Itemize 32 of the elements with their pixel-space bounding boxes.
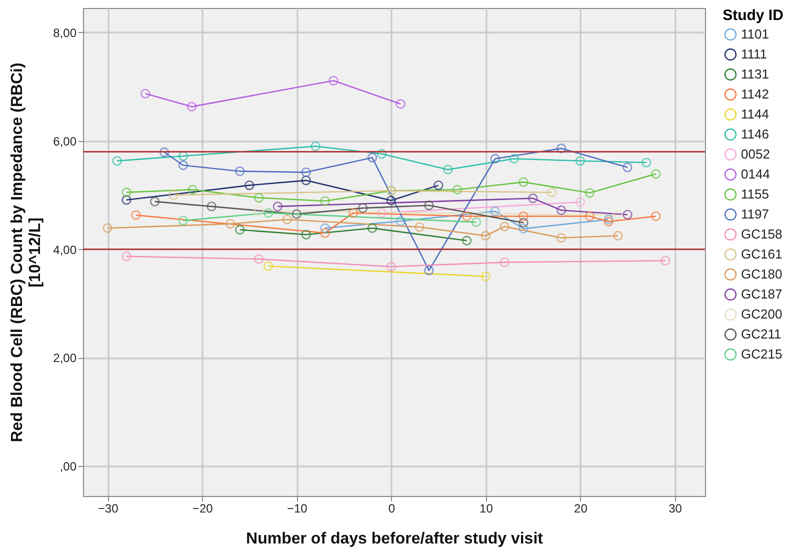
y-tick-label: 2,00 — [53, 351, 77, 366]
y-tick-label: ,00 — [60, 460, 77, 474]
legend-label: 1197 — [741, 206, 769, 222]
legend-label: 1131 — [741, 66, 769, 82]
y-tick-label: 4,00 — [53, 242, 77, 257]
legend-label: 1101 — [741, 26, 769, 42]
legend-title: Study ID — [722, 7, 784, 24]
legend-label: 1144 — [741, 106, 769, 122]
legend-label: GC187 — [741, 286, 782, 302]
legend-label: 1146 — [741, 126, 769, 142]
x-axis-title: Number of days before/after study visit — [246, 530, 544, 548]
x-tick-label: 20 — [574, 502, 588, 516]
legend-label: GC215 — [741, 346, 782, 362]
legend-label: GC158 — [741, 226, 782, 242]
x-tick-label: 30 — [668, 502, 682, 516]
y-axis-title: Red Blood Cell (RBC) Count by Impedance (RBCi) [10^12/L] — [9, 62, 44, 442]
legend-label: GC200 — [741, 306, 782, 322]
legend-label: 0052 — [741, 146, 770, 162]
y-tick-label: 6,00 — [53, 134, 77, 148]
legend-label: GC211 — [741, 326, 782, 342]
x-tick-label: −20 — [192, 502, 214, 516]
legend-label: GC161 — [741, 246, 782, 262]
x-tick-label: 0 — [388, 502, 396, 516]
legend-label: 1155 — [741, 186, 769, 202]
legend-label: GC180 — [741, 266, 782, 282]
x-tick-label: −10 — [286, 502, 308, 516]
x-tick-label: 10 — [480, 502, 494, 516]
legend-label: 1142 — [741, 86, 769, 102]
x-tick-label: −30 — [98, 502, 119, 516]
legend-label: 0144 — [741, 166, 770, 182]
y-tick-label: 8,00 — [53, 26, 77, 40]
legend-label: 1111 — [741, 46, 768, 62]
